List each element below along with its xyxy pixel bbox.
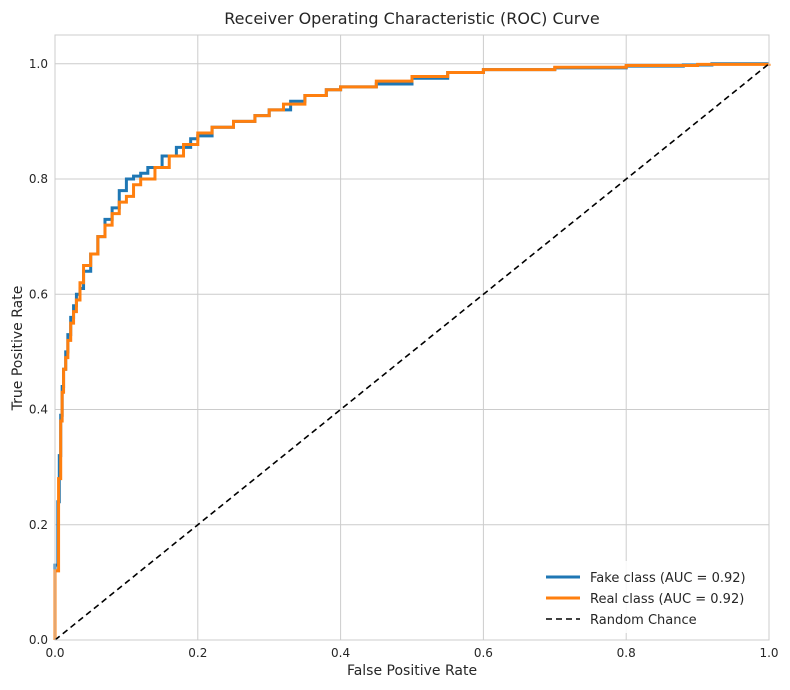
roc-line-real [53,62,771,640]
chart-title: Receiver Operating Characteristic (ROC) … [224,9,599,28]
legend-box [532,561,764,633]
legend: Fake class (AUC = 0.92) Real class (AUC … [532,561,764,633]
grid [54,35,770,641]
legend-label-real: Real class (AUC = 0.92) [590,592,744,607]
random-chance-line [54,63,770,641]
y-tick-label: 1.0 [29,57,48,71]
x-axis-label: False Positive Rate [347,663,477,679]
x-tick-label: 0.8 [617,646,636,660]
x-tick-label: 0.2 [188,646,207,660]
y-tick-label: 0.2 [29,518,48,532]
x-tick-label: 0.4 [331,646,350,660]
y-tick-label: 0.4 [29,403,48,417]
legend-label-random: Random Chance [590,613,697,628]
series-layer [53,62,771,641]
x-tick-label: 1.0 [759,646,778,660]
y-tick-label: 0.8 [29,172,48,186]
y-tick-label: 0.6 [29,287,48,301]
y-tick-label: 0.0 [29,633,48,647]
x-axis-ticks: 0.0 0.2 0.4 0.6 0.8 1.0 [45,646,778,660]
legend-label-fake: Fake class (AUC = 0.92) [590,571,746,586]
y-axis-label: True Positive Rate [10,286,26,412]
y-axis-ticks: 0.0 0.2 0.4 0.6 0.8 1.0 [29,57,48,647]
plot-frame [54,34,770,641]
x-tick-label: 0.6 [474,646,493,660]
x-tick-label: 0.0 [45,646,64,660]
roc-line-fake [53,62,769,640]
